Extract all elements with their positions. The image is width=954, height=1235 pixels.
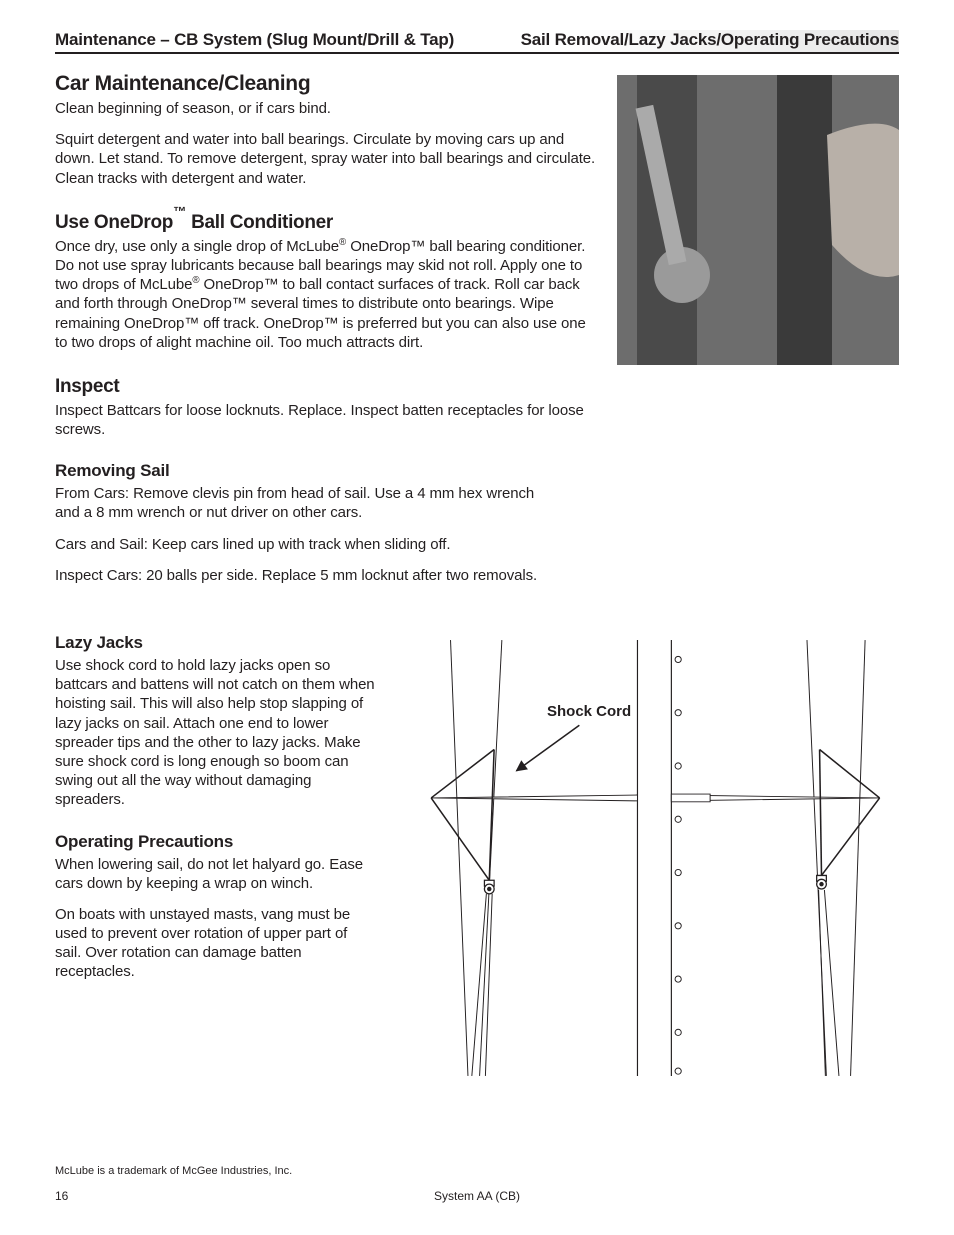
lubrication-photo <box>617 75 899 365</box>
heading-inspect: Inspect <box>55 376 600 398</box>
operating-p1: When lowering sail, do not let halyard g… <box>55 855 375 893</box>
removing-sail-p3: Inspect Cars: 20 balls per side. Replace… <box>55 566 600 585</box>
page-center-label: System AA (CB) <box>0 1189 954 1203</box>
heading-onedrop-a: Use OneDrop <box>55 212 173 233</box>
lazy-jacks-p1: Use shock cord to hold lazy jacks open s… <box>55 656 375 810</box>
heading-removing-sail: Removing Sail <box>55 461 600 481</box>
photo-placeholder-icon <box>617 75 899 365</box>
diagram-svg <box>405 633 899 1083</box>
lower-text-column: Lazy Jacks Use shock cord to hold lazy j… <box>55 633 375 1083</box>
shock-cord-label: Shock Cord <box>547 703 631 720</box>
lazy-jacks-diagram: Shock Cord <box>405 633 899 1083</box>
header-left: Maintenance – CB System (Slug Mount/Dril… <box>55 30 454 50</box>
lower-grid: Lazy Jacks Use shock cord to hold lazy j… <box>55 633 899 1083</box>
inspect-p1: Inspect Battcars for loose locknuts. Rep… <box>55 401 600 439</box>
page-header: Maintenance – CB System (Slug Mount/Dril… <box>55 30 899 54</box>
heading-onedrop-b: Ball Conditioner <box>186 212 333 233</box>
heading-lazy-jacks: Lazy Jacks <box>55 633 375 653</box>
onedrop-p1-a: Once dry, use only a single drop of McLu… <box>55 238 339 255</box>
operating-p2: On boats with unstayed masts, vang must … <box>55 905 375 982</box>
top-text-column: Car Maintenance/Cleaning Clean beginning… <box>55 72 600 585</box>
heading-operating: Operating Precautions <box>55 832 375 852</box>
trademark-footnote: McLube is a trademark of McGee Industrie… <box>55 1165 292 1177</box>
heading-onedrop: Use OneDrop™ Ball Conditioner <box>55 212 600 234</box>
removing-sail-p1: From Cars: Remove clevis pin from head o… <box>55 484 545 522</box>
removing-sail-p2: Cars and Sail: Keep cars lined up with t… <box>55 535 600 554</box>
heading-onedrop-tm: ™ <box>173 204 186 219</box>
car-maintenance-p2: Squirt detergent and water into ball bea… <box>55 130 600 188</box>
onedrop-p1: Once dry, use only a single drop of McLu… <box>55 237 600 352</box>
header-right: Sail Removal/Lazy Jacks/Operating Precau… <box>521 30 899 50</box>
car-maintenance-p1: Clean beginning of season, or if cars bi… <box>55 99 600 118</box>
heading-car-maintenance: Car Maintenance/Cleaning <box>55 72 600 96</box>
